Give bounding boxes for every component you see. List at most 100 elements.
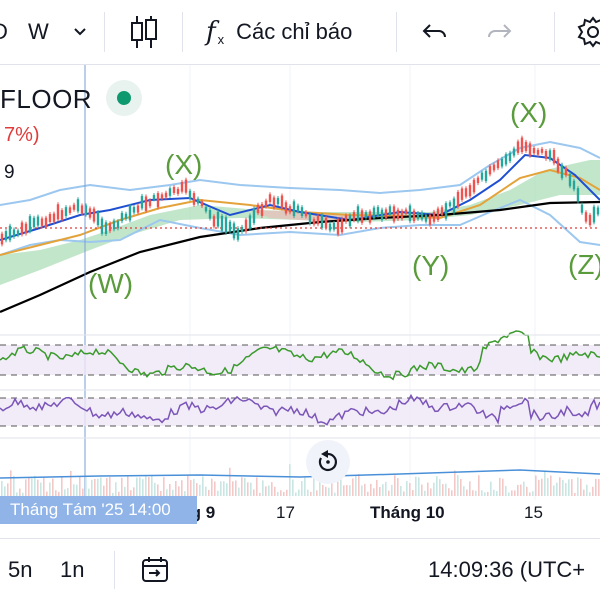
volume-bar (502, 478, 504, 496)
volume-bar (310, 491, 312, 496)
indicators-label: Các chỉ báo (236, 19, 353, 44)
candle-body (64, 207, 68, 216)
volume-bar (454, 470, 456, 496)
candle-body (104, 222, 108, 234)
candle-body (216, 211, 220, 227)
volume-bar (112, 492, 114, 496)
volume-bar (427, 482, 429, 496)
price-change: 7%) (4, 124, 40, 146)
candle-body (428, 214, 432, 225)
volume-bar (550, 475, 552, 496)
chart-type-button[interactable]: W (28, 0, 49, 64)
interval-button[interactable]: D (0, 0, 8, 64)
volume-bar (487, 491, 489, 496)
volume-bar (271, 482, 273, 496)
volume-bar (478, 475, 480, 496)
volume-bar (490, 481, 492, 496)
volume-bar (139, 477, 141, 496)
volume-bar (334, 492, 336, 496)
market-status-indicator[interactable] (106, 80, 142, 116)
volume-bar (268, 485, 270, 496)
volume-bar (181, 480, 183, 496)
volume-bar (397, 478, 399, 496)
redo-icon[interactable] (486, 0, 512, 64)
candle-body (16, 230, 20, 236)
volume-bar (379, 487, 381, 496)
volume-bar (259, 492, 261, 496)
candle-body (248, 215, 252, 229)
volume-bar (91, 479, 93, 496)
candle-body (176, 188, 180, 194)
candle-body (8, 225, 12, 241)
candle-body (76, 199, 80, 212)
volume-bar (136, 477, 138, 496)
indicators-button[interactable]: f x Các chỉ báo (206, 0, 352, 64)
undo-icon[interactable] (422, 0, 448, 64)
candle-body (580, 204, 584, 213)
volume-bar (589, 492, 591, 496)
volume-bar (388, 490, 390, 496)
volume-bar (445, 483, 447, 496)
volume-bar (283, 491, 285, 496)
volume-bar (148, 476, 150, 496)
candle-body (500, 158, 504, 167)
candle-body (192, 193, 196, 205)
candles-icon[interactable] (128, 0, 160, 64)
candle-body (524, 141, 528, 151)
volume-bar (130, 490, 132, 496)
volume-bar (196, 483, 198, 496)
chart-type-label: W (28, 19, 49, 44)
volume-bar (22, 492, 24, 496)
price-chart[interactable] (0, 65, 600, 535)
volume-bar (187, 475, 189, 496)
volume-bar (229, 467, 231, 496)
range-1n-button[interactable]: 1n (60, 539, 84, 601)
timezone-clock[interactable]: 14:09:36 (UTC+ (428, 539, 585, 601)
candle-body (376, 207, 380, 216)
candle-body (252, 208, 256, 224)
volume-bar (553, 485, 555, 496)
range-5n-button[interactable]: 5n (8, 539, 32, 601)
volume-bar (163, 477, 165, 496)
candle-body (52, 213, 56, 222)
chart-area[interactable]: (X) (W) (Y) (X) (Z) (0, 65, 600, 535)
chevron-down-icon[interactable] (72, 0, 88, 64)
volume-bar (193, 479, 195, 496)
candle-body (380, 209, 384, 220)
go-to-date-icon[interactable] (140, 539, 170, 601)
candle-body (120, 212, 124, 222)
volume-bar (118, 491, 120, 496)
candle-body (132, 207, 136, 213)
rsi-line (0, 330, 600, 381)
candle-body (444, 203, 448, 219)
candle-body (364, 212, 368, 218)
symbol-label[interactable]: FLOOR (0, 84, 93, 114)
volume-bar (382, 484, 384, 496)
volume-bar (535, 475, 537, 496)
candle-body (44, 217, 48, 228)
candle-body (448, 202, 452, 207)
ichimoku-cloud (0, 160, 600, 285)
volume-bar (418, 477, 420, 496)
candle-body (276, 197, 280, 205)
candle-body (296, 205, 300, 212)
volume-bar (523, 481, 525, 496)
volume-bar (391, 484, 393, 496)
volume-bar (244, 478, 246, 496)
gear-icon[interactable] (576, 0, 600, 64)
bottom-toolbar: 5n 1n 14:09:36 (UTC+ (0, 538, 600, 601)
candle-body (356, 206, 360, 222)
volume-bar (250, 482, 252, 496)
volume-bar (172, 489, 174, 496)
volume-bar (400, 486, 402, 496)
volume-bar (241, 477, 243, 496)
volume-bar (511, 490, 513, 496)
candle-body (304, 212, 308, 217)
volume-bar (19, 488, 21, 496)
candle-body (392, 206, 396, 222)
volume-bar (394, 475, 396, 496)
reset-chart-button[interactable] (306, 440, 350, 484)
volume-bar (385, 481, 387, 496)
candle-body (336, 219, 340, 235)
volume-bar (349, 485, 351, 496)
